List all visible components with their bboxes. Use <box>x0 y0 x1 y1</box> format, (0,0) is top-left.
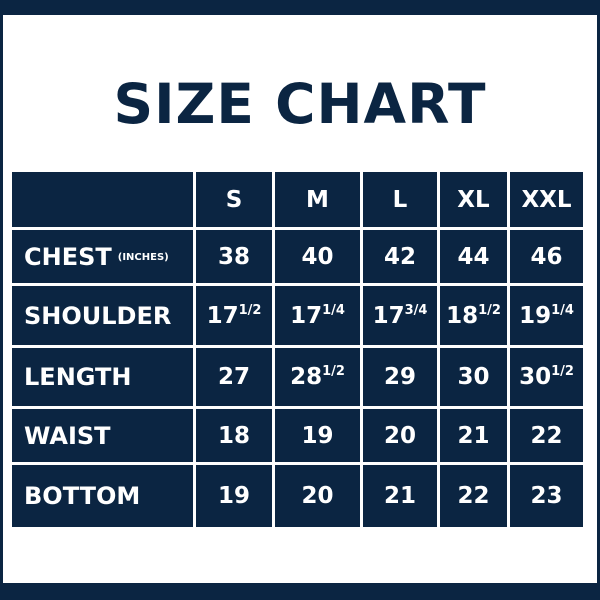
size-value-cell: 281/2 <box>275 348 360 406</box>
whole-value: 27 <box>217 364 250 390</box>
size-value-cell: 171/2 <box>196 286 272 345</box>
size-value-cell: 42 <box>363 230 437 283</box>
column-header-m: M <box>275 172 360 227</box>
whole-value: 28 <box>290 364 323 390</box>
row-label-text: SHOULDER <box>24 301 172 330</box>
whole-value: 38 <box>217 243 250 270</box>
size-value-cell: 181/2 <box>440 286 507 345</box>
page-title: SIZE CHART <box>113 72 487 136</box>
column-header-xxl: XXL <box>510 172 583 227</box>
size-value-cell: 46 <box>510 230 583 283</box>
unit-note: (INCHES) <box>117 252 169 263</box>
fraction-value: 1/4 <box>322 302 345 318</box>
size-value-cell: 27 <box>196 348 272 406</box>
table-row: WAIST 18 19 20 21 22 <box>12 409 583 462</box>
size-value-cell: 38 <box>196 230 272 283</box>
size-value-cell: 18 <box>196 409 272 462</box>
whole-value: 18 <box>446 302 479 329</box>
whole-value: 19 <box>519 302 552 329</box>
row-label-text: LENGTH <box>24 363 132 391</box>
size-value-cell: 40 <box>275 230 360 283</box>
row-label: WAIST <box>12 409 193 462</box>
size-value-cell: 19 <box>196 465 272 527</box>
whole-value: 30 <box>457 364 490 390</box>
column-header-l: L <box>363 172 437 227</box>
whole-value: 17 <box>372 302 405 329</box>
whole-value: 29 <box>383 364 416 390</box>
row-label: SHOULDER <box>12 286 193 345</box>
table-row: LENGTH 27 281/2 29 30 301/2 <box>12 348 583 406</box>
row-label: CHEST (INCHES) <box>12 230 193 283</box>
size-value-cell: 21 <box>440 409 507 462</box>
table-row: SHOULDER 171/2 171/4 173/4 181/2 191/4 <box>12 286 583 345</box>
size-value-cell: 20 <box>275 465 360 527</box>
fraction-value: 1/2 <box>478 302 501 318</box>
header-empty-cell <box>12 172 193 227</box>
whole-value: 21 <box>383 483 416 509</box>
row-label-text: WAIST <box>24 421 111 450</box>
size-value-cell: 191/4 <box>510 286 583 345</box>
fraction-value: 1/2 <box>322 364 345 379</box>
row-label: LENGTH <box>12 348 193 406</box>
whole-value: 19 <box>217 483 250 509</box>
whole-value: 42 <box>383 243 416 270</box>
size-value-cell: 173/4 <box>363 286 437 345</box>
whole-value: 17 <box>290 302 323 329</box>
column-header-xl: XL <box>440 172 507 227</box>
header-row: S M L XL XXL <box>12 172 583 227</box>
table-row: CHEST (INCHES) 38 40 42 44 46 <box>12 230 583 283</box>
row-label-text: CHEST <box>24 242 112 271</box>
whole-value: 22 <box>457 483 490 509</box>
fraction-value: 1/2 <box>551 364 574 379</box>
column-header-s: S <box>196 172 272 227</box>
whole-value: 23 <box>530 483 563 509</box>
size-value-cell: 19 <box>275 409 360 462</box>
whole-value: 17 <box>206 302 239 329</box>
size-value-cell: 22 <box>440 465 507 527</box>
size-value-cell: 44 <box>440 230 507 283</box>
size-value-cell: 29 <box>363 348 437 406</box>
whole-value: 22 <box>530 422 563 449</box>
size-value-cell: 20 <box>363 409 437 462</box>
whole-value: 21 <box>457 422 490 449</box>
whole-value: 46 <box>530 243 563 270</box>
row-label-text: BOTTOM <box>24 482 141 510</box>
table-row: BOTTOM 19 20 21 22 23 <box>12 465 583 527</box>
size-value-cell: 21 <box>363 465 437 527</box>
fraction-value: 1/2 <box>238 302 262 318</box>
size-value-cell: 171/4 <box>275 286 360 345</box>
whole-value: 44 <box>457 243 490 270</box>
fraction-value: 3/4 <box>404 302 428 318</box>
size-value-cell: 30 <box>440 348 507 406</box>
whole-value: 20 <box>383 422 416 449</box>
whole-value: 18 <box>217 422 250 449</box>
whole-value: 19 <box>301 422 334 449</box>
row-label: BOTTOM <box>12 465 193 527</box>
whole-value: 30 <box>519 364 552 390</box>
whole-value: 40 <box>301 243 334 270</box>
size-value-cell: 22 <box>510 409 583 462</box>
size-value-cell: 301/2 <box>510 348 583 406</box>
fraction-value: 1/4 <box>551 302 574 318</box>
size-value-cell: 23 <box>510 465 583 527</box>
whole-value: 20 <box>301 483 334 509</box>
size-table: S M L XL XXL CHEST (INCHES) 38 40 42 44 46 SHOULDER 1… <box>9 169 586 530</box>
